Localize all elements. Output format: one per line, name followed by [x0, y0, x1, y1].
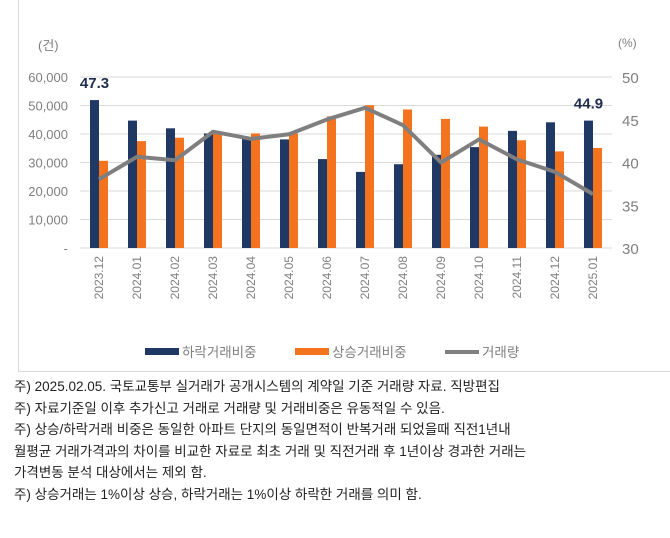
left-tick-label: - — [64, 241, 68, 256]
left-tick-label: 10,000 — [28, 213, 68, 228]
bar-rise — [517, 140, 526, 248]
legend-swatch — [295, 348, 329, 355]
footnote: 주) 상승/하락거래 비중은 동일한 아파트 단지의 동일면적이 반복거래 되었… — [14, 422, 511, 438]
bar-decline — [166, 128, 175, 248]
bar-rise — [251, 133, 260, 248]
bar-decline — [128, 120, 137, 248]
legend-label: 하락거래비중 — [182, 345, 257, 360]
chart-frame — [18, 0, 670, 372]
bar-rise — [137, 141, 146, 248]
x-tick-label: 2024.03 — [206, 256, 220, 300]
x-tick-label: 2024.08 — [396, 256, 410, 300]
bar-decline — [470, 147, 479, 248]
bar-rise — [593, 147, 602, 248]
data-label: 44.9 — [574, 96, 603, 113]
bar-decline — [356, 171, 365, 248]
bar-decline — [394, 164, 403, 248]
right-axis-unit: (%) — [618, 36, 637, 50]
bar-decline — [204, 133, 213, 248]
x-tick-label: 2024.04 — [244, 256, 258, 300]
bar-decline — [280, 139, 289, 248]
legend-swatch — [145, 348, 179, 355]
bar-rise — [365, 105, 374, 248]
x-tick-label: 2024.02 — [168, 256, 182, 300]
legend-label: 거래량 — [482, 345, 519, 360]
right-tick-label: 35 — [622, 198, 639, 215]
x-tick-label: 2024.07 — [358, 256, 372, 300]
bar-decline — [546, 122, 555, 248]
footnotes: 주) 2025.02.05. 국토교통부 실거래가 공개시스템의 계약일 기준 … — [14, 376, 526, 506]
footnote: 월평균 거래가격과의 차이를 비교한 자료로 최초 거래 및 직전거래 후 1년… — [14, 443, 527, 459]
x-tick-label: 2023.12 — [92, 256, 106, 300]
data-label: 47.3 — [80, 75, 109, 92]
bar-rise — [289, 133, 298, 248]
volume-line — [97, 105, 595, 196]
x-tick-label: 2024.12 — [548, 256, 562, 300]
left-tick-label: 30,000 — [28, 156, 68, 171]
bar-rise — [175, 137, 184, 248]
bar-rise — [403, 109, 412, 249]
footnote: 주) 상승거래는 1%이상 상승, 하락거래는 1%이상 하락한 거래를 의미 … — [14, 486, 422, 502]
bar-decline — [90, 100, 99, 249]
right-tick-label: 45 — [622, 113, 639, 130]
left-axis-unit: (건) — [38, 38, 59, 53]
left-tick-label: 50,000 — [28, 99, 68, 114]
x-tick-label: 2024.11 — [510, 256, 524, 299]
chart: - 10,000 20,000 30,000 40,000 50,000 60,000 30 3… — [28, 36, 639, 360]
x-tick-label: 2024.01 — [130, 256, 144, 300]
right-tick-label: 40 — [622, 156, 639, 173]
x-tick-label: 2024.09 — [434, 256, 448, 300]
bar-rise — [213, 132, 222, 248]
footnote: 주) 자료기준일 이후 추가신고 거래로 거래량 및 거래비중은 유동적일 수 … — [14, 400, 445, 416]
x-tick-label: 2024.10 — [472, 256, 486, 300]
left-tick-label: 40,000 — [28, 127, 68, 142]
footnote: 주) 2025.02.05. 국토교통부 실거래가 공개시스템의 계약일 기준 … — [14, 379, 500, 394]
legend-label: 상승거래비중 — [332, 345, 407, 360]
bar-rise — [555, 151, 564, 248]
left-tick-label: 20,000 — [28, 184, 68, 199]
bar-decline — [318, 159, 327, 248]
right-tick-label: 30 — [622, 241, 639, 258]
right-tick-label: 50 — [622, 70, 639, 87]
bar-rise — [479, 126, 488, 248]
bar-decline — [432, 154, 441, 248]
bar-decline — [242, 137, 251, 248]
bar-rise — [441, 118, 450, 249]
left-tick-label: 60,000 — [28, 70, 68, 85]
bar-rise — [99, 160, 108, 248]
x-tick-label: 2025.01 — [586, 256, 600, 300]
x-tick-label: 2024.05 — [282, 256, 296, 300]
x-tick-label: 2024.06 — [320, 256, 334, 300]
footnote: 가격변동 분석 대상에서는 제외 함. — [14, 465, 207, 481]
bar-decline — [584, 120, 593, 248]
bar-rise — [327, 116, 336, 248]
bar-decline — [508, 130, 517, 248]
